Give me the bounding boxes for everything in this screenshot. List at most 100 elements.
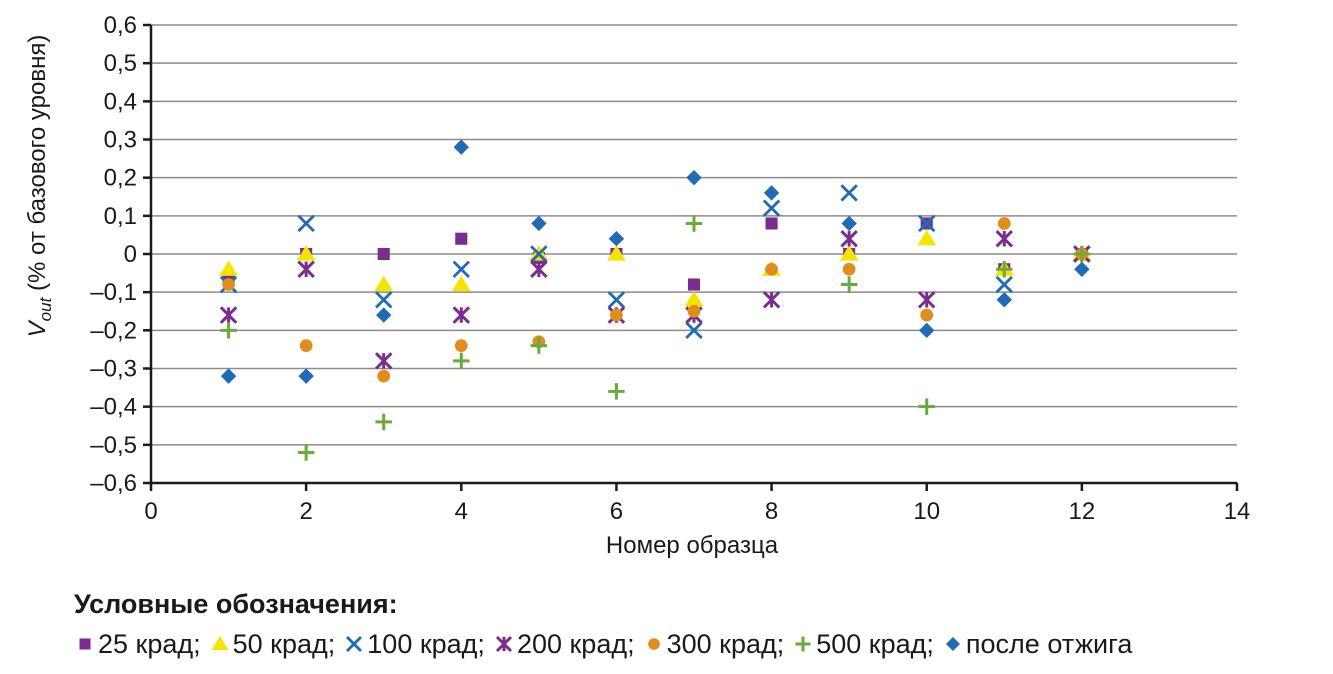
- x-tick-label: 14: [1224, 498, 1251, 525]
- y-tick-label: –0,3: [90, 356, 137, 383]
- legend-marker-triangle-icon: [211, 636, 229, 650]
- x-tick-label: 2: [299, 498, 312, 525]
- data-point: [918, 398, 935, 415]
- data-point: [920, 308, 934, 322]
- series-triangle: [219, 229, 1092, 307]
- legend-label: 100 крад;: [367, 629, 485, 659]
- y-tick-label: 0,2: [104, 165, 137, 192]
- data-point: [220, 322, 237, 339]
- y-tick-label: –0,1: [90, 279, 137, 306]
- legend-marker-diamond-icon: [945, 637, 960, 651]
- legend-marker: [346, 636, 363, 652]
- legend-marker-x-icon: [346, 636, 363, 652]
- data-point: [608, 231, 625, 247]
- series-plus: [220, 215, 1091, 461]
- legend-marker: [795, 636, 811, 652]
- data-point: [687, 278, 701, 291]
- data-point: [919, 322, 935, 339]
- y-tick-label: –0,2: [90, 317, 137, 344]
- data-point: [297, 260, 315, 279]
- gridlines: [151, 24, 1237, 446]
- data-point: [840, 276, 858, 293]
- data-point: [455, 232, 468, 245]
- legend-marker: [647, 638, 660, 650]
- x-tick-label: 4: [455, 498, 468, 525]
- data-point: [763, 185, 780, 201]
- legend-label: 300 крад;: [666, 629, 785, 659]
- data-point: [840, 184, 858, 202]
- x-axis-title: Номер образца: [606, 532, 779, 559]
- legend-marker-square-icon: [79, 638, 91, 650]
- data-point: [607, 291, 626, 309]
- data-point: [375, 413, 392, 431]
- data-point: [452, 260, 470, 278]
- data-point: [686, 169, 702, 186]
- legend-item: 500 крад;: [792, 626, 934, 662]
- data-point: [375, 291, 393, 309]
- data-point: [685, 215, 703, 232]
- x-tick-labels: 0 2 4 6 8 10 12 14: [144, 498, 1250, 525]
- data-point: [687, 304, 701, 318]
- data-point: [840, 229, 858, 248]
- y-axis-title-main: V: [24, 319, 51, 337]
- legend-marker-plus-icon: [795, 636, 811, 652]
- data-point: [454, 339, 468, 352]
- y-tick-label: –0,5: [90, 432, 137, 459]
- series-x: [219, 184, 1091, 340]
- y-axis-title-sub: out: [36, 296, 55, 321]
- data-point: [841, 215, 857, 232]
- y-tick-label: 0,1: [104, 203, 137, 230]
- legend-label: 200 крад;: [516, 629, 635, 659]
- data-point: [453, 352, 470, 370]
- y-axis-title: Vout (% от базового уровня): [24, 35, 55, 338]
- data-point: [376, 307, 392, 323]
- legend-item: 300 крад;: [643, 626, 785, 662]
- data-point: [995, 229, 1014, 248]
- legend-label: после отжига: [965, 629, 1133, 659]
- series-diamond: [220, 139, 1090, 384]
- data-point: [1073, 245, 1091, 263]
- y-tick-label: 0: [124, 241, 137, 268]
- legend-title: Условные обозначения:: [74, 589, 398, 619]
- data-point: [298, 368, 314, 384]
- legend-marker: [79, 638, 91, 650]
- data-point: [995, 275, 1013, 294]
- data-point: [219, 306, 238, 324]
- series-circle: [222, 217, 1089, 383]
- y-tick-label: 0,3: [104, 127, 137, 154]
- data-point: [842, 262, 856, 276]
- legend-item: 200 крад;: [493, 626, 635, 662]
- legend-marker: [945, 637, 960, 651]
- data-point: [530, 337, 548, 354]
- legend-marker-star-icon: [495, 635, 512, 653]
- data-points: [219, 139, 1092, 461]
- legend-items: 25 крад; 50 крад; 100 крад; 200 крад; 300 кр…: [74, 626, 1140, 662]
- data-point: [299, 339, 313, 352]
- y-tick-labels: –0,6 –0,5 –0,4 –0,3 –0,2 –0,1 0 0,1 0,2 0,3 0,4 0,5…: [90, 12, 137, 497]
- data-point: [607, 245, 626, 261]
- data-point: [377, 369, 391, 383]
- data-point: [296, 245, 316, 261]
- y-tick-label: –0,4: [90, 394, 137, 421]
- data-point: [762, 291, 781, 309]
- legend-item: 25 крад;: [74, 626, 201, 662]
- legend-item: 50 крад;: [209, 626, 335, 662]
- data-point: [610, 308, 623, 322]
- y-tick-label: 0,4: [104, 88, 137, 115]
- data-point: [997, 217, 1011, 230]
- y-tick-label: 0,5: [104, 50, 137, 77]
- y-tick-label: –0,6: [90, 470, 137, 497]
- x-tick-label: 12: [1069, 498, 1096, 525]
- data-point: [608, 383, 625, 400]
- axes: [143, 23, 1239, 491]
- legend-label: 500 крад;: [816, 629, 934, 659]
- data-point: [222, 278, 235, 291]
- data-point: [219, 260, 238, 276]
- data-point: [297, 444, 315, 461]
- x-tick-label: 10: [913, 498, 940, 525]
- x-tick-label: 0: [144, 498, 157, 525]
- data-point: [374, 352, 393, 370]
- x-tick-label: 8: [765, 498, 778, 525]
- data-point: [917, 229, 937, 246]
- legend-marker: [211, 636, 229, 650]
